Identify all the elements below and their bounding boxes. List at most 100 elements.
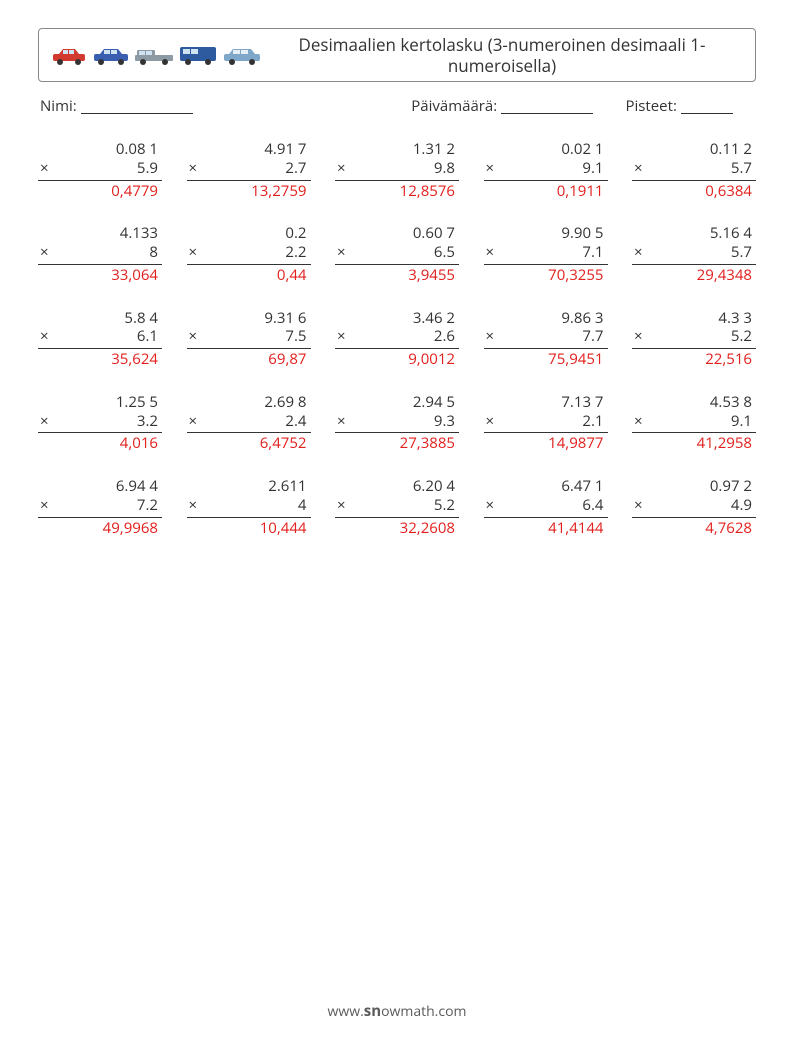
operand-a: 0.2 (187, 224, 311, 243)
operand-b: ×7.5 (187, 327, 311, 346)
car-icon (49, 46, 89, 66)
operand-a: 6.94 4 (38, 477, 162, 496)
num-b: 7.1 (506, 243, 608, 262)
operator: × (632, 496, 654, 515)
operator: × (632, 412, 654, 431)
operand-a: 1.31 2 (335, 140, 459, 159)
answer: 9,0012 (335, 350, 459, 369)
answer: 41,4144 (484, 519, 608, 538)
num-a: 4.91 7 (209, 140, 311, 159)
name-label: Nimi: (40, 96, 77, 116)
answer: 33,064 (38, 266, 162, 285)
car-icon (91, 46, 131, 66)
answer: 10,444 (187, 519, 311, 538)
num-b: 8 (60, 243, 162, 262)
answer: 75,9451 (484, 350, 608, 369)
problem: 4.91 7×2.7 13,2759 (187, 140, 311, 200)
num-a: 0.2 (209, 224, 311, 243)
operand-b: ×9.1 (632, 412, 756, 431)
num-b: 9.1 (654, 412, 756, 431)
answer: 27,3885 (335, 434, 459, 453)
num-a: 5.16 4 (654, 224, 756, 243)
operator: × (38, 243, 60, 262)
problem-grid: 0.08 1×5.90,47794.91 7×2.713,27591.31 2×… (38, 134, 756, 537)
operator: × (632, 243, 654, 262)
problem: 5.16 4×5.729,4348 (632, 224, 756, 284)
problem: 2.69 8×2.46,4752 (187, 393, 311, 453)
operand-b: ×7.1 (484, 243, 608, 262)
header-box: Desimaalien kertolasku (3-numeroinen des… (38, 28, 756, 82)
operator: × (187, 243, 209, 262)
operand-b: ×4.9 (632, 496, 756, 515)
footer-rest: owmath.com (381, 1002, 466, 1021)
problem: 1.25 5×3.24,016 (38, 393, 162, 453)
num-b: 9.3 (357, 412, 459, 431)
answer: 29,4348 (632, 266, 756, 285)
num-a: 4.133 (60, 224, 162, 243)
meta-row: Nimi: Päivämäärä: Pisteet: (38, 96, 756, 116)
answer: 0,6384 (632, 182, 756, 201)
operand-a: 6.47 1 (484, 477, 608, 496)
num-b: 7.7 (506, 327, 608, 346)
num-a: 4.53 8 (654, 393, 756, 412)
operand-b: ×9.3 (335, 412, 459, 431)
answer: 70,3255 (484, 266, 608, 285)
operator: × (38, 412, 60, 431)
car-icons (49, 44, 263, 66)
operand-a: 0.08 1 (38, 140, 162, 159)
problem: 4.3 3×5.222,516 (632, 309, 756, 369)
problem: 4.53 8×9.141,2958 (632, 393, 756, 453)
operand-a: 4.3 3 (632, 309, 756, 328)
problem: 5.8 4×6.135,624 (38, 309, 162, 369)
operand-b: ×7.7 (484, 327, 608, 346)
operand-b: ×2.1 (484, 412, 608, 431)
footer: www.snowmath.com (0, 1001, 794, 1021)
num-a: 9.90 5 (506, 224, 608, 243)
operand-b: ×9.1 (484, 159, 608, 178)
operand-a: 9.90 5 (484, 224, 608, 243)
operator: × (187, 327, 209, 346)
operand-a: 5.8 4 (38, 309, 162, 328)
num-b: 6.5 (357, 243, 459, 262)
meta-name: Nimi: (40, 96, 411, 116)
meta-score: Pisteet: (625, 96, 754, 116)
operand-b: ×5.2 (335, 496, 459, 515)
operand-a: 6.20 4 (335, 477, 459, 496)
problem: 9.90 5×7.1 70,3255 (484, 224, 608, 284)
operand-a: 1.25 5 (38, 393, 162, 412)
car-icon (177, 44, 219, 66)
operator: × (335, 159, 357, 178)
num-a: 9.86 3 (506, 309, 608, 328)
footer-brand: sn (364, 1001, 381, 1021)
answer: 13,2759 (187, 182, 311, 201)
operand-b: ×5.9 (38, 159, 162, 178)
answer: 69,87 (187, 350, 311, 369)
operand-a: 5.16 4 (632, 224, 756, 243)
problem: 0.08 1×5.9 0,4779 (38, 140, 162, 200)
num-a: 0.60 7 (357, 224, 459, 243)
num-b: 6.1 (60, 327, 162, 346)
answer: 0,4779 (38, 182, 162, 201)
num-b: 5.9 (60, 159, 162, 178)
operand-a: 2.94 5 (335, 393, 459, 412)
operand-b: ×5.7 (632, 159, 756, 178)
operand-b: ×2.4 (187, 412, 311, 431)
num-a: 6.20 4 (357, 477, 459, 496)
num-a: 0.97 2 (654, 477, 756, 496)
score-blank (681, 100, 733, 114)
problem-row: 4.133×833,0640.2×2.20,440.60 7×6.53,9455… (38, 224, 756, 284)
operator: × (484, 243, 506, 262)
score-label: Pisteet: (625, 96, 676, 116)
problem: 9.86 3×7.7 75,9451 (484, 309, 608, 369)
operator: × (187, 412, 209, 431)
name-blank (81, 100, 193, 114)
num-b: 5.2 (357, 496, 459, 515)
operator: × (187, 159, 209, 178)
num-b: 2.7 (209, 159, 311, 178)
problem: 6.47 1×6.441,4144 (484, 477, 608, 537)
answer: 35,624 (38, 350, 162, 369)
car-icon (133, 46, 175, 66)
num-a: 0.08 1 (60, 140, 162, 159)
operand-b: ×4 (187, 496, 311, 515)
num-a: 6.47 1 (506, 477, 608, 496)
